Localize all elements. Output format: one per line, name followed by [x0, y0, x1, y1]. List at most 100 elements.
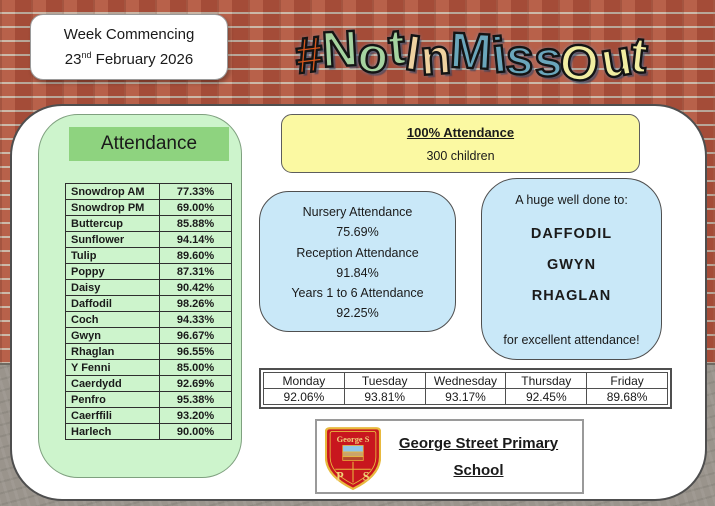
class-row: Sunflower 94.14% — [65, 231, 233, 248]
day-header: Thursday — [505, 372, 588, 389]
class-attendance-value: 89.60% — [158, 247, 233, 264]
class-row: Coch 94.33% — [65, 311, 233, 328]
title-letter: O — [556, 32, 604, 95]
school-name-line1: George Street Primary — [398, 434, 559, 452]
title-letter: n — [417, 27, 454, 87]
class-name: Snowdrop PM — [65, 199, 160, 216]
class-attendance-value: 87.31% — [158, 263, 233, 280]
phase-attendance-box: Nursery Attendance 75.69% Reception Attend… — [259, 191, 456, 332]
day-attendance-value: 89.68% — [586, 388, 668, 405]
class-attendance-value: 94.14% — [158, 231, 233, 248]
class-attendance-value: 90.42% — [158, 279, 233, 296]
class-name: Tulip — [65, 247, 160, 264]
class-name: Poppy — [65, 263, 160, 280]
hundred-percent-title: 100% Attendance — [406, 125, 515, 140]
crest-divider — [335, 461, 371, 482]
hundred-percent-count: 300 children — [426, 149, 495, 163]
class-name: Y Fenni — [65, 359, 160, 376]
class-attendance-value: 69.00% — [158, 199, 233, 216]
class-name: Snowdrop AM — [65, 183, 160, 200]
date-rest: February 2026 — [91, 51, 194, 68]
class-row: Tulip 89.60% — [65, 247, 233, 264]
phase-line: Years 1 to 6 Attendance — [291, 286, 424, 301]
daily-value-row: 92.06% 93.81% 93.17% 92.45% 89.68% — [263, 388, 668, 405]
week-commencing-box: Week Commencing 23nd February 2026 — [30, 14, 228, 80]
day-header: Wednesday — [424, 372, 507, 389]
day-attendance-value: 93.17% — [424, 388, 507, 405]
day-header: Friday — [586, 372, 668, 389]
date-ordinal: nd — [81, 50, 92, 60]
week-commencing-label: Week Commencing — [63, 26, 195, 43]
class-row: Daffodil 98.26% — [65, 295, 233, 312]
week-commencing-date: 23nd February 2026 — [65, 50, 193, 68]
class-row: Penfro 95.38% — [65, 391, 233, 408]
class-attendance-value: 98.26% — [158, 295, 233, 312]
class-attendance-value: 85.88% — [158, 215, 233, 232]
daily-attendance-table: Monday Tuesday Wednesday Thursday Friday 92.0… — [259, 368, 672, 409]
well-done-class-list: DAFFODIL GWYN RHAGLAN — [531, 211, 612, 304]
phase-line: Reception Attendance — [296, 245, 419, 260]
day-header: Monday — [263, 372, 345, 389]
class-row: Harlech 90.00% — [65, 423, 233, 440]
class-name: Sunflower — [65, 231, 160, 248]
well-done-outro: for excellent attendance! — [503, 333, 640, 347]
crest-emblem-sky — [342, 444, 364, 452]
class-row: Buttercup 85.88% — [65, 215, 233, 232]
school-crest-icon: George S P S — [325, 426, 381, 490]
class-row: Gwyn 96.67% — [65, 327, 233, 344]
day-attendance-value: 93.81% — [343, 388, 426, 405]
class-name: Gwyn — [65, 327, 160, 344]
class-name: Daffodil — [65, 295, 160, 312]
class-row: Caerdydd 92.69% — [65, 375, 233, 392]
class-attendance-value: 95.38% — [158, 391, 233, 408]
class-attendance-value: 94.33% — [158, 311, 233, 328]
class-attendance-value: 96.55% — [158, 343, 233, 360]
phase-line: 75.69% — [336, 225, 379, 240]
phase-line: 91.84% — [336, 265, 379, 280]
well-done-class: RHAGLAN — [531, 288, 612, 304]
class-name: Buttercup — [65, 215, 160, 232]
class-row: Snowdrop PM 69.00% — [65, 199, 233, 216]
day-attendance-value: 92.45% — [505, 388, 588, 405]
class-attendance-value: 96.67% — [158, 327, 233, 344]
attendance-panel: Attendance Snowdrop AM 77.33% Snowdrop PM 6… — [38, 114, 242, 478]
title-letter: N — [320, 19, 361, 79]
crest-emblem-base — [342, 455, 364, 461]
class-attendance-value: 77.33% — [158, 183, 233, 200]
title-letter: o — [355, 25, 393, 86]
class-row: Rhaglan 96.55% — [65, 343, 233, 360]
class-row: Daisy 90.42% — [65, 279, 233, 296]
class-attendance-value: 85.00% — [158, 359, 233, 376]
school-banner: George S P S George Street Primary Schoo… — [315, 419, 584, 494]
class-row: Caerffili 93.20% — [65, 407, 233, 424]
class-row: Poppy 87.31% — [65, 263, 233, 280]
class-name: Coch — [65, 311, 160, 328]
day-header: Tuesday — [343, 372, 426, 389]
class-attendance-value: 93.20% — [158, 407, 233, 424]
class-row: Snowdrop AM 77.33% — [65, 183, 233, 200]
hundred-percent-box: 100% Attendance 300 children — [281, 114, 640, 173]
class-attendance-value: 92.69% — [158, 375, 233, 392]
attendance-heading: Attendance — [69, 127, 229, 161]
well-done-class: GWYN — [546, 257, 597, 273]
class-name: Caerdydd — [65, 375, 160, 392]
crest-letter-p: P — [336, 469, 344, 483]
class-name: Rhaglan — [65, 343, 160, 360]
class-row: Y Fenni 85.00% — [65, 359, 233, 376]
title-letter: t — [626, 25, 651, 85]
class-name: Penfro — [65, 391, 160, 408]
school-name-line2: School — [453, 461, 504, 479]
school-name: George Street Primary School — [381, 435, 582, 479]
crest-emblem-building — [342, 451, 364, 457]
class-name: Harlech — [65, 423, 160, 440]
day-attendance-value: 92.06% — [263, 388, 345, 405]
phase-line: 92.25% — [336, 306, 379, 321]
crest-top-text: George S — [337, 435, 370, 444]
daily-table: Monday Tuesday Wednesday Thursday Friday 92.0… — [263, 372, 668, 405]
class-name: Daisy — [65, 279, 160, 296]
class-name: Caerffili — [65, 407, 160, 424]
title-letter: s — [503, 27, 535, 86]
daily-header-row: Monday Tuesday Wednesday Thursday Friday — [263, 372, 668, 389]
